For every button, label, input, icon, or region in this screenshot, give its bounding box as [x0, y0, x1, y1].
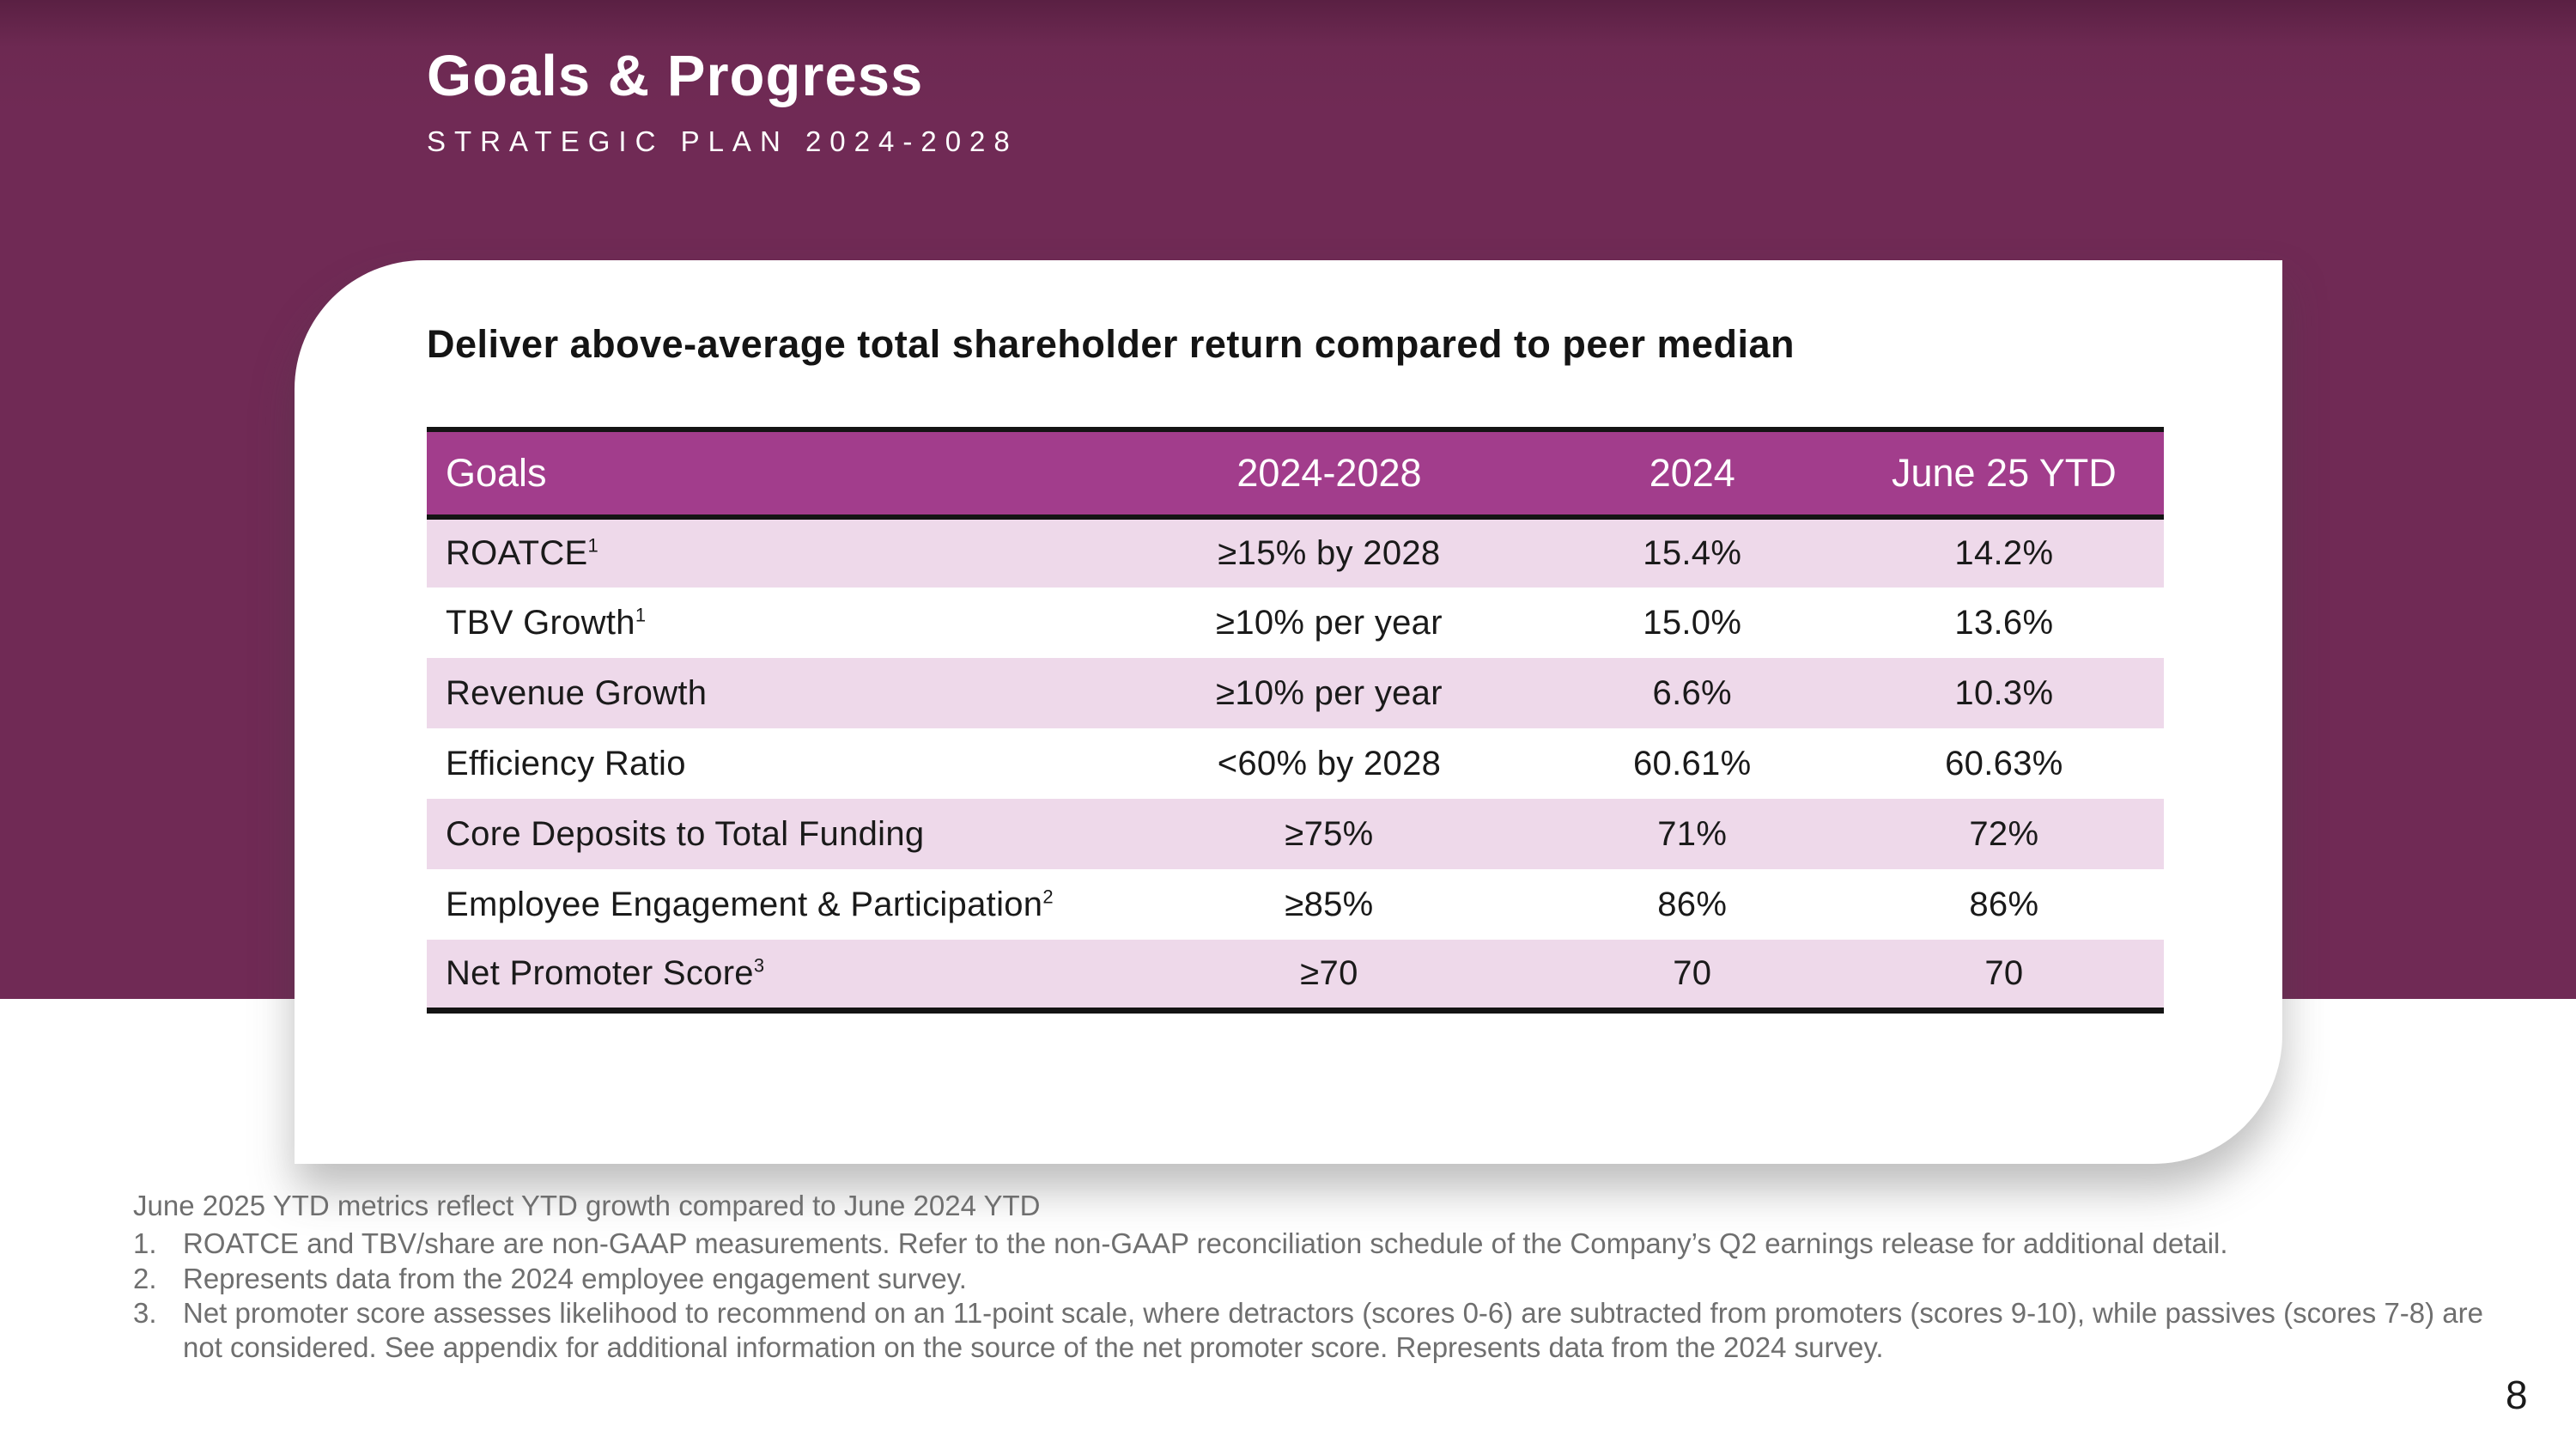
- june25-cell: 14.2%: [1954, 534, 2054, 572]
- goals-table: Goals 2024-2028 2024 June 25 YTD ROATCE1…: [427, 427, 2164, 1014]
- june25-cell: 60.63%: [1945, 744, 2063, 782]
- goals-table-container: Goals 2024-2028 2024 June 25 YTD ROATCE1…: [427, 427, 2164, 1014]
- goal-cell: ROATCE1: [427, 517, 1118, 588]
- table-row: ROATCE1 ≥15% by 2028 15.4% 14.2%: [427, 517, 2164, 588]
- card-heading: Deliver above-average total shareholder …: [427, 322, 1795, 366]
- year2024-cell: 70: [1673, 953, 1712, 992]
- table-row: TBV Growth1 ≥10% per year 15.0% 13.6%: [427, 588, 2164, 658]
- goal-label: Employee Engagement & Participation: [446, 885, 1043, 923]
- target-cell: ≥75%: [1285, 814, 1374, 853]
- goal-label: Core Deposits to Total Funding: [446, 814, 925, 853]
- target-cell: ≥85%: [1285, 885, 1374, 923]
- page-title: Goals & Progress: [427, 44, 924, 108]
- target-cell: <60% by 2028: [1217, 744, 1442, 782]
- target-cell: ≥10% per year: [1216, 603, 1443, 642]
- june25-cell: 72%: [1969, 814, 2039, 853]
- goal-label: Net Promoter Score: [446, 953, 754, 992]
- footnote-marker: 1: [587, 534, 599, 557]
- content-card: Deliver above-average total shareholder …: [295, 260, 2282, 1164]
- title-block: Goals & Progress STRATEGIC PLAN 2024-202…: [427, 45, 1018, 158]
- table-row: Revenue Growth ≥10% per year 6.6% 10.3%: [427, 658, 2164, 728]
- goal-label: Efficiency Ratio: [446, 744, 686, 782]
- target-cell: ≥70: [1300, 953, 1358, 992]
- table-row: Core Deposits to Total Funding ≥75% 71% …: [427, 799, 2164, 869]
- goal-cell: Net Promoter Score3: [427, 940, 1118, 1010]
- goal-cell: Revenue Growth: [427, 658, 1118, 728]
- column-header-goals: Goals: [427, 429, 1119, 520]
- goal-label: TBV Growth: [446, 603, 635, 642]
- footnote-number: 2.: [133, 1262, 157, 1294]
- goal-cell: Efficiency Ratio: [427, 728, 1118, 799]
- june25-cell: 86%: [1969, 885, 2039, 923]
- column-header-june25: June 25 YTD: [1844, 429, 2164, 520]
- year2024-cell: 71%: [1657, 814, 1728, 853]
- table-header-row: Goals 2024-2028 2024 June 25 YTD: [427, 429, 2164, 520]
- column-header-2024: 2024: [1540, 429, 1844, 520]
- footnote-text: Net promoter score assesses likelihood t…: [183, 1296, 2483, 1363]
- footnote-marker: 3: [753, 954, 765, 977]
- year2024-cell: 86%: [1657, 885, 1728, 923]
- footnote-text: ROATCE and TBV/share are non-GAAP measur…: [183, 1227, 2228, 1260]
- footnote-marker: 1: [635, 604, 647, 626]
- footnote-item: 3. Net promoter score assesses likelihoo…: [133, 1296, 2486, 1366]
- footnote-item: 2. Represents data from the 2024 employe…: [133, 1262, 2486, 1296]
- page-subtitle: STRATEGIC PLAN 2024-2028: [427, 125, 1018, 157]
- target-cell: ≥15% by 2028: [1218, 534, 1441, 572]
- year2024-cell: 60.61%: [1633, 744, 1752, 782]
- table-row: Net Promoter Score3 ≥70 70 70: [427, 940, 2164, 1010]
- footnote-number: 3.: [133, 1296, 157, 1329]
- page-number: 8: [2506, 1373, 2528, 1417]
- footnote-marker: 2: [1042, 886, 1054, 908]
- year2024-cell: 6.6%: [1652, 673, 1732, 712]
- goal-cell: Employee Engagement & Participation2: [427, 869, 1118, 940]
- footnote-item: 1. ROATCE and TBV/share are non-GAAP mea…: [133, 1227, 2486, 1261]
- column-header-target: 2024-2028: [1118, 429, 1540, 520]
- table-row: Employee Engagement & Participation2 ≥85…: [427, 869, 2164, 940]
- june25-cell: 70: [1984, 953, 2024, 992]
- goal-cell: TBV Growth1: [427, 588, 1118, 658]
- footnotes-block: June 2025 YTD metrics reflect YTD growth…: [133, 1189, 2486, 1365]
- footnote-number: 1.: [133, 1227, 157, 1260]
- target-cell: ≥10% per year: [1216, 673, 1443, 712]
- footnote-text: Represents data from the 2024 employee e…: [183, 1262, 967, 1294]
- footnote-intro: June 2025 YTD metrics reflect YTD growth…: [133, 1190, 1041, 1221]
- june25-cell: 10.3%: [1954, 673, 2054, 712]
- year2024-cell: 15.0%: [1643, 603, 1742, 642]
- table-row: Efficiency Ratio <60% by 2028 60.61% 60.…: [427, 728, 2164, 799]
- june25-cell: 13.6%: [1954, 603, 2054, 642]
- year2024-cell: 15.4%: [1643, 534, 1742, 572]
- goal-label: Revenue Growth: [446, 673, 708, 712]
- goal-label: ROATCE: [446, 534, 588, 572]
- goal-cell: Core Deposits to Total Funding: [427, 799, 1118, 869]
